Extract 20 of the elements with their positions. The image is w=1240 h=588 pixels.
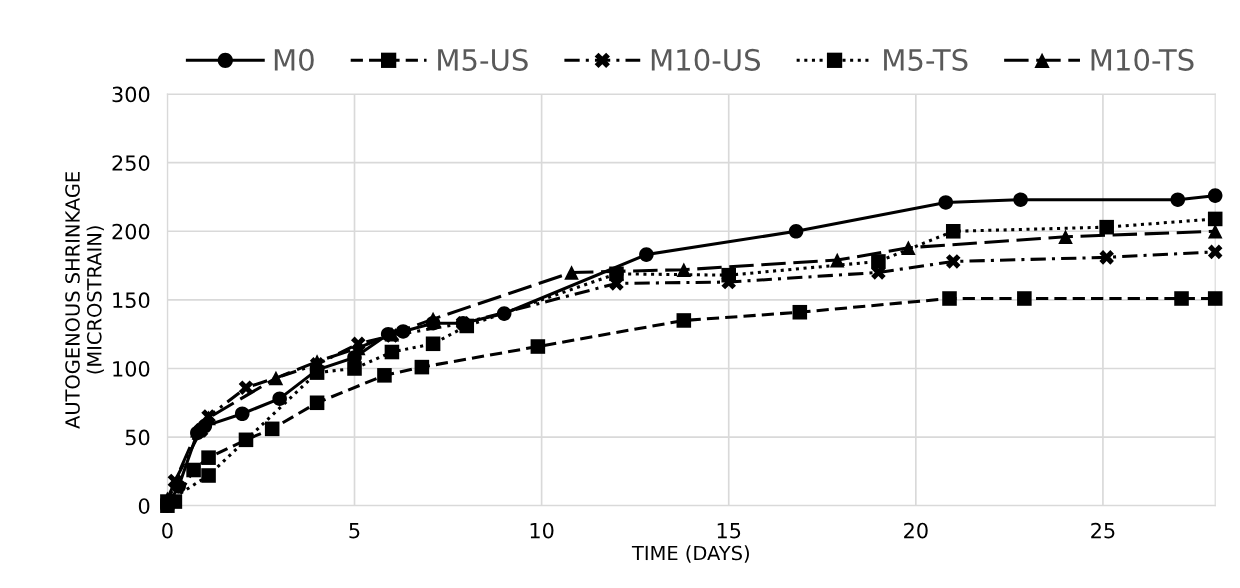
legend-label: M10-US — [651, 48, 761, 71]
legend-label: M0 — [274, 48, 314, 71]
x-tick-label: 15 — [717, 522, 741, 539]
legend-label: M5-US — [438, 48, 528, 71]
y-tick-label: 200 — [112, 223, 150, 240]
y-tick-label: 150 — [113, 292, 150, 309]
y-tick-label: 100 — [113, 360, 150, 377]
y-tick-label: 50 — [125, 429, 150, 446]
x-tick-label: 20 — [904, 522, 928, 539]
legend-label: M10-TS — [1091, 48, 1194, 71]
y-tick-label: 250 — [112, 155, 150, 171]
legend-label: M5-TS — [884, 48, 968, 71]
x-axis-title: TIME (DAYS) — [631, 545, 749, 563]
x-tick-label: 5 — [349, 522, 360, 539]
y-tick-label: 300 — [112, 86, 150, 103]
x-tick-label: 25 — [1091, 522, 1115, 539]
x-tick-label: 10 — [530, 522, 554, 539]
y-axis-title: AUTOGENOUS SHRINKAGE (MICROSTRAIN) — [65, 172, 104, 429]
y-tick-label: 0 — [138, 498, 150, 514]
x-tick-label: 0 — [162, 522, 173, 539]
